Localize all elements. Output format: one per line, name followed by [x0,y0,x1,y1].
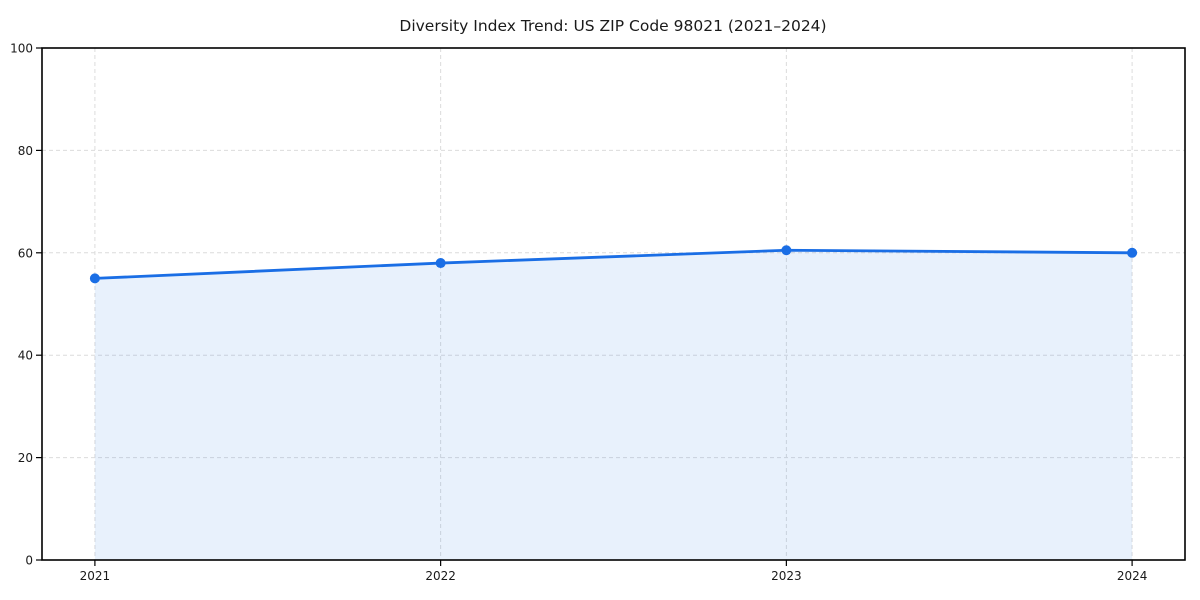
x-tick-label-2023: 2023 [771,569,802,583]
data-point-2022 [435,258,446,269]
area-fill [94,250,1133,561]
x-tick-label-2024: 2024 [1117,569,1148,583]
line-layer [93,248,1134,280]
trend-line [93,248,1134,280]
x-tick-label-2022: 2022 [425,569,456,583]
y-tick-label-100: 100 [10,42,33,56]
data-point-2023 [781,245,792,256]
chart-title: Diversity Index Trend: US ZIP Code 98021… [399,17,826,35]
y-tick-label-0: 0 [25,554,33,568]
marker-layer [89,245,1138,284]
plot-border [41,47,1186,561]
y-tick-label-80: 80 [18,144,33,158]
area-layer [94,250,1133,561]
y-tick-label-40: 40 [18,349,33,363]
x-tick-label-2021: 2021 [80,569,111,583]
data-point-2024 [1127,247,1138,258]
axes-layer [36,47,1186,566]
tick-label-layer: 0 20 40 60 80 100 2021 2022 2023 2024 [10,42,1147,584]
data-point-2021 [89,273,100,284]
y-tick-label-60: 60 [18,246,33,260]
y-tick-label-20: 20 [18,451,33,465]
